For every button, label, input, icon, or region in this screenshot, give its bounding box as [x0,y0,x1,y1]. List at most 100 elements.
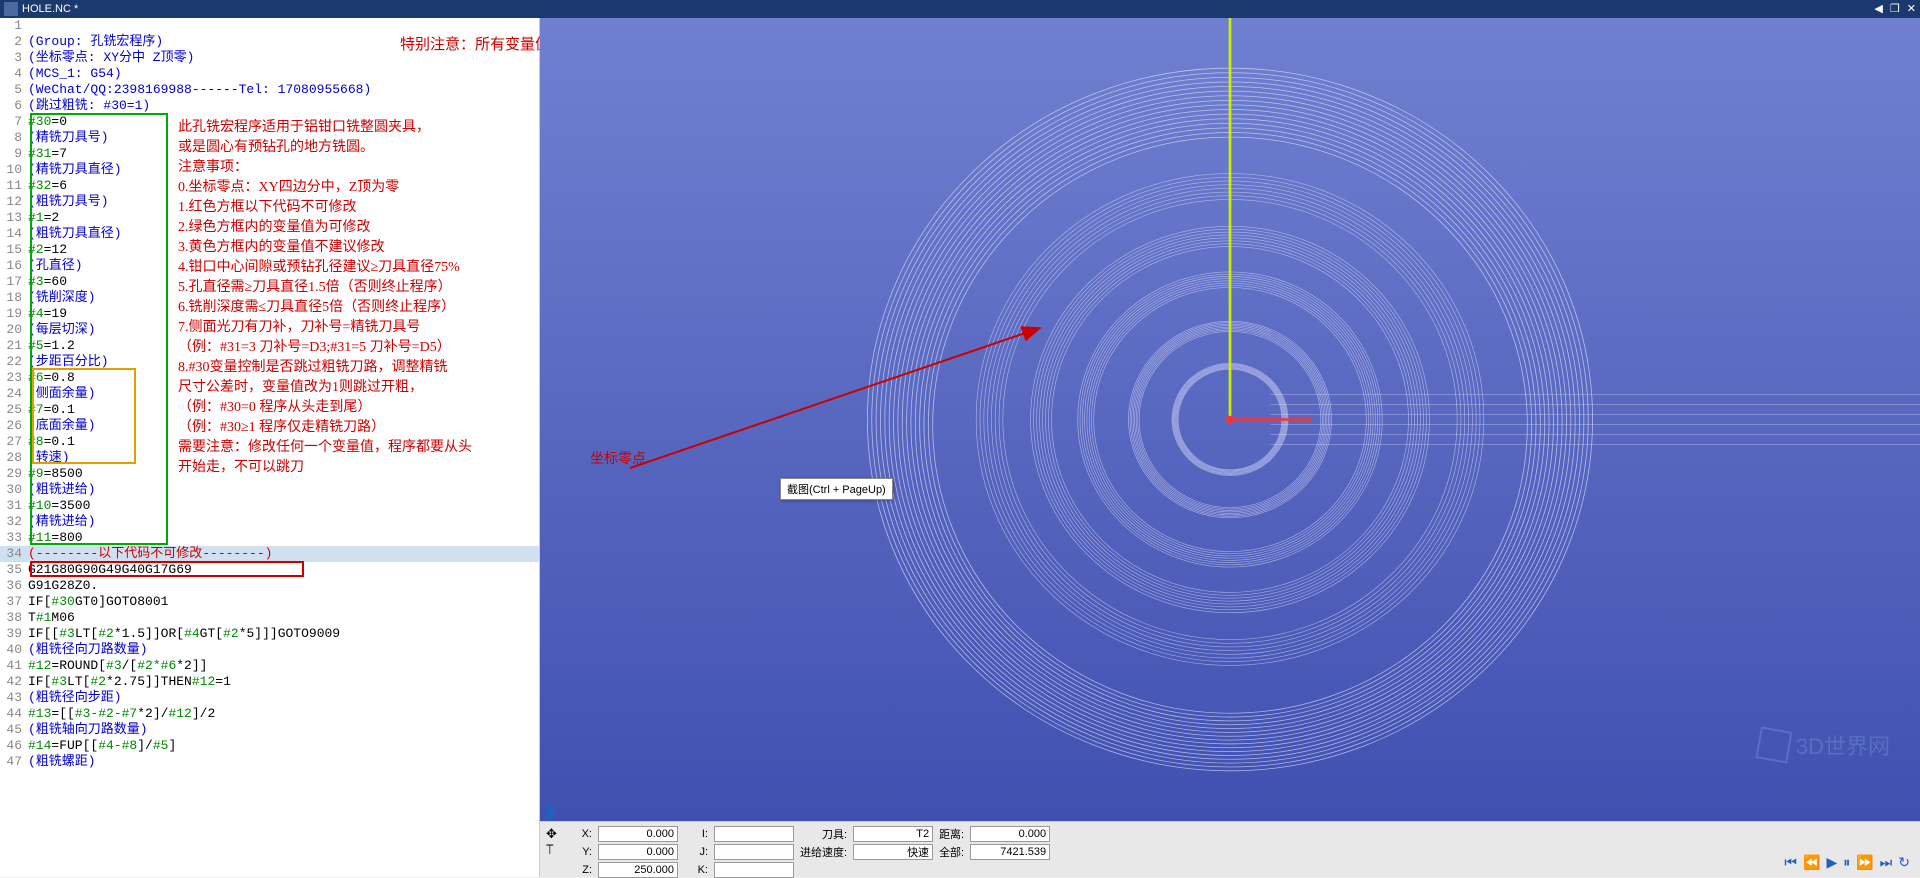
close-icon[interactable]: ✕ [1907,4,1916,16]
code-content: #13=[[#3-#2-#7*2]/#12]/2 [28,706,539,722]
line-number: 31 [0,498,28,514]
code-content: (粗铣进给) [28,482,539,498]
viewport-panel: 特别注意：所有变量值均不可输入负数 截图(Ctrl + PageUp) 坐标零点… [540,18,1920,877]
line-number: 15 [0,242,28,258]
line-number: 37 [0,594,28,610]
code-line[interactable]: 4(MCS_1: G54) [0,66,539,82]
code-content: (跳过粗铣: #30=1) [28,98,539,114]
step-fwd-icon[interactable]: ⏩ [1856,854,1873,871]
code-line[interactable]: 35G21G80G90G49G40G17G69 [0,562,539,578]
line-number: 1 [0,18,28,34]
code-line[interactable]: 41#12=ROUND[#3/[#2*#6*2]] [0,658,539,674]
line-number: 40 [0,642,28,658]
line-number: 35 [0,562,28,578]
line-number: 22 [0,354,28,370]
playback-controls: ⏮ ⏪ ▶ ⏸ ⏩ ⏭ ↻ [1784,854,1910,871]
y-label: Y: [568,846,592,858]
3d-view[interactable]: 截图(Ctrl + PageUp) 坐标零点 3D世界网 [540,18,1920,821]
code-line[interactable]: 47(粗铣螺距) [0,754,539,770]
code-line[interactable]: 32(精铣进给) [0,514,539,530]
line-number: 42 [0,674,28,690]
code-content: (WeChat/QQ:2398169988------Tel: 17080955… [28,82,539,98]
tool-value[interactable] [853,826,933,842]
line-number: 25 [0,402,28,418]
code-content: #14=FUP[[#4-#8]/#5] [28,738,539,754]
code-content: #11=800 [28,530,539,546]
back-icon[interactable]: ◀ [1874,4,1882,16]
code-line[interactable]: 5(WeChat/QQ:2398169988------Tel: 1708095… [0,82,539,98]
slider-handle[interactable] [546,806,554,820]
code-content: (MCS_1: G54) [28,66,539,82]
line-number: 39 [0,626,28,642]
pointer-icon: ✥ [546,826,562,842]
play-icon[interactable]: ▶ [1826,854,1837,871]
line-number: 16 [0,258,28,274]
all-value[interactable] [970,844,1050,860]
line-number: 12 [0,194,28,210]
code-line[interactable]: 43(粗铣径向步距) [0,690,539,706]
code-line[interactable]: 33#11=800 [0,530,539,546]
code-line[interactable]: 46#14=FUP[[#4-#8]/#5] [0,738,539,754]
line-number: 11 [0,178,28,194]
feed-value[interactable] [853,844,933,860]
code-content: (粗铣螺距) [28,754,539,770]
tool-label: 刀具: [800,826,847,842]
fast-fwd-icon[interactable]: ⏭ [1880,854,1893,871]
code-content: (粗铣径向刀路数量) [28,642,539,658]
code-content [28,18,539,34]
j-label: J: [684,846,708,858]
line-number: 2 [0,34,28,50]
line-number: 26 [0,418,28,434]
line-number: 18 [0,290,28,306]
step-back-icon[interactable]: ⏪ [1803,854,1820,871]
i-value[interactable] [714,826,794,842]
code-content: IF[#30GT0]GOTO8001 [28,594,539,610]
titlebar: HOLE.NC * ◀ ❐ ✕ [0,0,1920,18]
code-line[interactable]: 40(粗铣径向刀路数量) [0,642,539,658]
code-line[interactable]: 45(粗铣轴向刀路数量) [0,722,539,738]
code-content: (--------以下代码不可修改--------) [28,546,539,562]
code-content: #10=3500 [28,498,539,514]
z-value[interactable] [598,862,678,878]
dist-value[interactable] [970,826,1050,842]
feed-label: 进给速度: [800,844,847,860]
restore-icon[interactable]: ❐ [1890,4,1900,16]
app-icon [4,2,18,16]
code-line[interactable]: 1 [0,18,539,34]
line-number: 21 [0,338,28,354]
code-line[interactable]: 38T#1M06 [0,610,539,626]
line-number: 43 [0,690,28,706]
line-number: 41 [0,658,28,674]
code-line[interactable]: 37IF[#30GT0]GOTO8001 [0,594,539,610]
code-content: IF[[#3LT[#2*1.5]]OR[#4GT[#2*5]]]GOTO9009 [28,626,539,642]
line-number: 32 [0,514,28,530]
rewind-icon[interactable]: ⏮ [1784,854,1797,871]
code-line[interactable]: 6(跳过粗铣: #30=1) [0,98,539,114]
line-number: 23 [0,370,28,386]
x-value[interactable] [598,826,678,842]
line-number: 14 [0,226,28,242]
code-line[interactable]: 34(--------以下代码不可修改--------) [0,546,539,562]
k-value[interactable] [714,862,794,878]
line-number: 47 [0,754,28,770]
code-line[interactable]: 39IF[[#3LT[#2*1.5]]OR[#4GT[#2*5]]]GOTO90… [0,626,539,642]
code-line[interactable]: 36G91G28Z0. [0,578,539,594]
code-line[interactable]: 42IF[#3LT[#2*2.75]]THEN#12=1 [0,674,539,690]
watermark: 3D世界网 [1758,729,1890,761]
playback-slider[interactable] [546,809,1914,817]
loop-icon[interactable]: ↻ [1898,854,1910,871]
j-value[interactable] [714,844,794,860]
code-editor[interactable]: 12(Group: 孔铣宏程序)3(坐标零点: XY分中 Z顶零)4(MCS_1… [0,18,540,877]
code-line[interactable]: 44#13=[[#3-#2-#7*2]/#12]/2 [0,706,539,722]
origin-label: 坐标零点 [590,448,646,468]
code-line[interactable]: 30(粗铣进给) [0,482,539,498]
line-number: 28 [0,450,28,466]
code-content: (粗铣轴向刀路数量) [28,722,539,738]
instructions-overlay: 此孔铣宏程序适用于铝钳口铣整圆夹具，或是圆心有预钻孔的地方铣圆。注意事项：0.坐… [178,118,472,478]
code-line[interactable]: 31#10=3500 [0,498,539,514]
y-value[interactable] [598,844,678,860]
pause-icon[interactable]: ⏸ [1843,854,1850,871]
line-number: 24 [0,386,28,402]
line-number: 19 [0,306,28,322]
line-number: 45 [0,722,28,738]
